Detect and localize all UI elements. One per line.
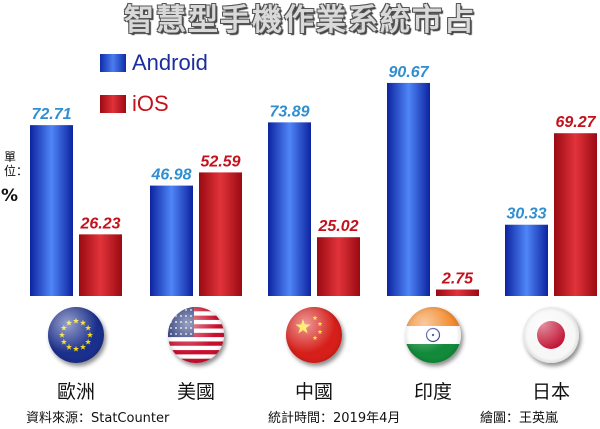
us-flag-icon	[168, 307, 224, 363]
legend-swatch-android	[100, 54, 126, 72]
country-label-4: 日本	[531, 381, 570, 403]
bar-ios-2	[317, 237, 360, 296]
value-label-android-1: 46.98	[150, 167, 191, 184]
value-label-ios-0: 26.23	[79, 215, 120, 232]
bar-android-0	[30, 125, 73, 296]
value-label-android-3: 90.67	[388, 64, 429, 81]
chart-title: 智慧型手機作業系統市占	[124, 3, 476, 38]
japan-flag-icon	[523, 307, 579, 363]
value-label-ios-2: 25.02	[317, 218, 358, 235]
country-label-0: 歐洲	[56, 381, 95, 403]
footer-source: 資料來源：StatCounter	[26, 411, 170, 426]
bar-ios-1	[199, 172, 242, 296]
legend-swatch-ios	[100, 95, 126, 113]
bar-android-2	[268, 122, 311, 297]
footer-credit: 繪圖：王英嵐	[480, 411, 559, 426]
bar-ios-3	[436, 289, 479, 296]
bar-android-3	[387, 82, 430, 296]
bar-android-4	[505, 224, 548, 296]
value-label-android-0: 72.71	[31, 106, 71, 123]
value-label-ios-3: 2.75	[441, 271, 474, 288]
footer-date: 統計時間：2019年4月	[268, 411, 401, 426]
country-label-3: 印度	[413, 381, 452, 403]
eu-flag-icon	[48, 307, 104, 363]
value-label-ios-4: 69.27	[555, 114, 596, 131]
unit-value: %	[1, 186, 19, 206]
value-label-ios-1: 52.59	[200, 153, 240, 170]
bar-android-1	[150, 185, 193, 296]
china-flag-icon	[286, 307, 342, 363]
bar-ios-0	[79, 234, 122, 296]
value-label-android-2: 73.89	[269, 103, 309, 120]
country-label-2: 中國	[294, 381, 333, 403]
india-flag-icon	[405, 307, 461, 363]
country-label-1: 美國	[176, 381, 215, 403]
bar-ios-4	[554, 133, 597, 296]
legend-label-android: Android	[132, 50, 208, 75]
legend-label-ios: iOS	[132, 91, 169, 116]
value-label-android-4: 30.33	[506, 206, 546, 223]
